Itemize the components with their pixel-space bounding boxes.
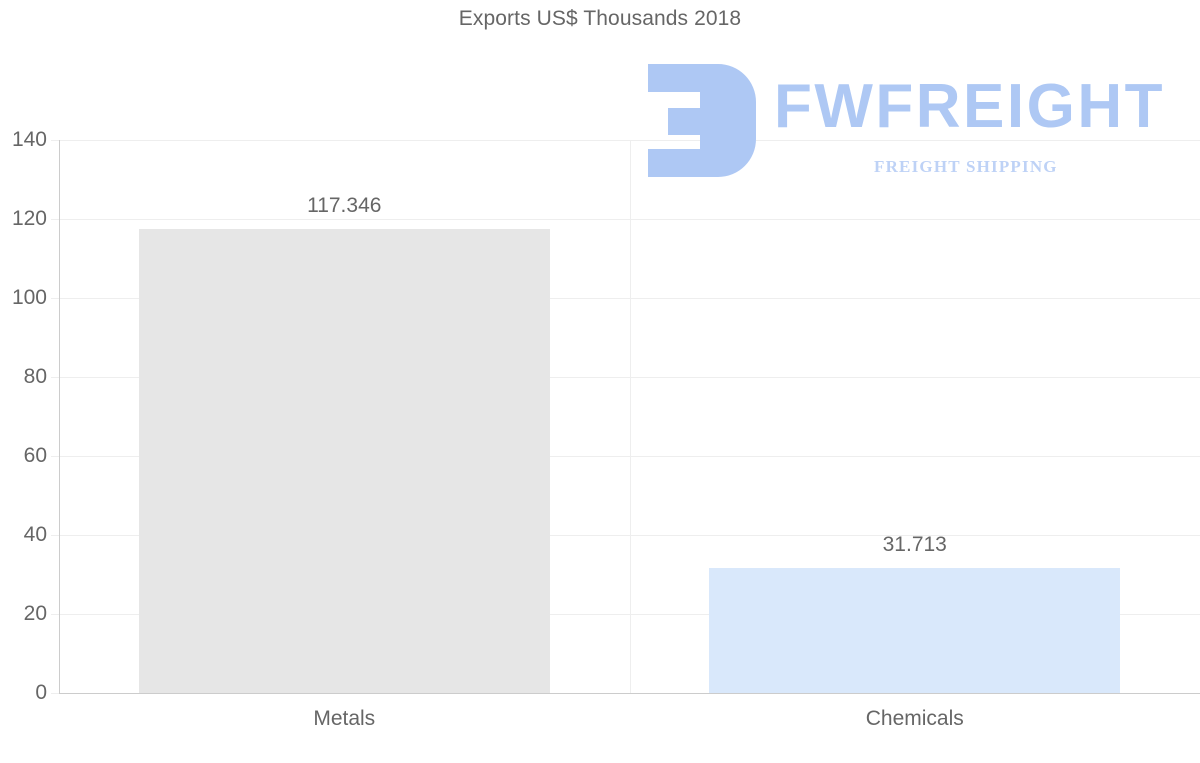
chart-title: Exports US$ Thousands 2018 xyxy=(458,7,742,30)
gridline-horizontal xyxy=(51,140,1200,141)
y-axis-tick-label: 0 xyxy=(35,681,47,704)
gridline-horizontal xyxy=(51,535,1200,536)
watermark-brand: FWFREIGHT xyxy=(774,72,1165,141)
y-axis-tick-label: 80 xyxy=(23,365,47,388)
y-axis-tick-label: 100 xyxy=(11,286,47,309)
y-axis-tick-label: 40 xyxy=(23,523,47,546)
x-axis-line xyxy=(59,693,1200,694)
gridline-horizontal xyxy=(51,377,1200,378)
gridline-horizontal xyxy=(51,219,1200,220)
x-axis-label-metals: Metals xyxy=(313,707,376,730)
bar-value-label: 31.713 xyxy=(882,532,947,556)
gridline-vertical xyxy=(629,140,631,693)
gridline-horizontal xyxy=(51,614,1200,615)
gridline-horizontal xyxy=(51,298,1200,299)
bar-metals[interactable] xyxy=(138,229,550,693)
x-axis-label-chemicals: Chemicals xyxy=(865,707,964,730)
y-axis-tick-label: 20 xyxy=(23,602,47,625)
bar-chemicals[interactable] xyxy=(709,567,1121,693)
bar-value-label: 117.346 xyxy=(307,194,382,218)
y-axis-line xyxy=(59,140,60,694)
y-axis-tick-label: 120 xyxy=(11,207,47,230)
y-axis-tick-label: 140 xyxy=(11,128,47,151)
plot-area: 117.346 31.713 xyxy=(51,140,1200,694)
y-axis-tick-label: 60 xyxy=(23,444,47,467)
gridline-horizontal xyxy=(51,456,1200,457)
